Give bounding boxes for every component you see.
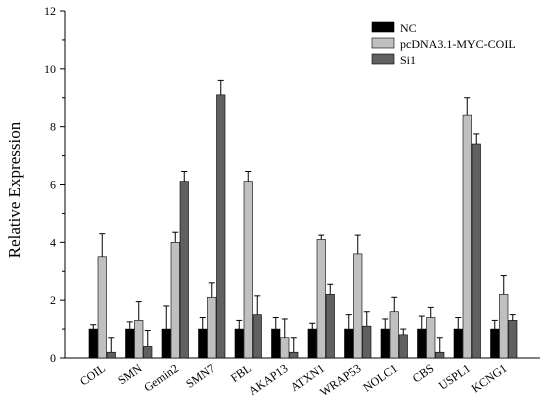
bar bbox=[243, 181, 253, 359]
bar bbox=[207, 296, 217, 359]
legend-label: Si1 bbox=[400, 53, 416, 67]
x-tick-label: KCNG1 bbox=[469, 361, 510, 395]
bar bbox=[417, 328, 427, 359]
bar bbox=[106, 351, 116, 359]
x-tick-label: COIL bbox=[77, 361, 108, 389]
y-axis-label: Relative Expression bbox=[5, 121, 24, 258]
x-tick-label: USPL1 bbox=[436, 361, 473, 393]
bar bbox=[462, 114, 472, 359]
y-tick-label: 0 bbox=[50, 351, 56, 365]
error-bars bbox=[90, 79, 516, 353]
x-tick-label: CBS bbox=[410, 361, 437, 385]
bar bbox=[389, 311, 399, 359]
bar bbox=[125, 328, 135, 359]
bar bbox=[508, 320, 518, 359]
bar bbox=[499, 294, 509, 359]
bar bbox=[426, 317, 436, 359]
x-tick-label: FBL bbox=[228, 361, 254, 385]
y-tick-label: 4 bbox=[50, 235, 56, 249]
legend-swatch bbox=[371, 21, 395, 33]
x-tick-label: WRAP53 bbox=[317, 361, 363, 399]
x-tick-label: AKAP13 bbox=[246, 361, 291, 398]
bar bbox=[471, 143, 481, 359]
bar bbox=[380, 328, 390, 359]
legend-label: pcDNA3.1-MYC-COIL bbox=[400, 37, 516, 51]
bar bbox=[234, 328, 244, 359]
bar bbox=[453, 328, 463, 359]
bar bbox=[398, 334, 408, 359]
bar bbox=[280, 337, 290, 359]
bar bbox=[271, 328, 281, 359]
y-tick-label: 2 bbox=[50, 293, 56, 307]
bar bbox=[134, 320, 144, 359]
bar bbox=[97, 256, 107, 359]
y-tick-label: 10 bbox=[44, 62, 56, 76]
bar bbox=[325, 294, 335, 359]
legend: NC pcDNA3.1-MYC-COIL Si1 bbox=[371, 21, 516, 67]
legend-swatch bbox=[371, 37, 395, 49]
bar bbox=[216, 94, 226, 359]
bars bbox=[88, 94, 518, 359]
bar bbox=[316, 239, 326, 359]
bar bbox=[289, 351, 299, 359]
bar bbox=[88, 328, 98, 359]
bar bbox=[170, 242, 180, 359]
bar bbox=[252, 314, 262, 359]
bar bbox=[353, 253, 363, 359]
x-tick-label: Gemin2 bbox=[141, 361, 181, 395]
legend-swatch bbox=[371, 53, 395, 65]
bar bbox=[179, 181, 189, 359]
x-tick-label: SMN7 bbox=[183, 361, 217, 391]
y-tick-label: 6 bbox=[50, 178, 56, 192]
bar bbox=[161, 328, 171, 359]
bar bbox=[435, 351, 445, 359]
y-tick-label: 8 bbox=[50, 120, 56, 134]
bar bbox=[362, 325, 372, 359]
y-tick-label: 12 bbox=[44, 4, 56, 18]
bar bbox=[198, 328, 208, 359]
bar bbox=[490, 328, 500, 359]
bar bbox=[307, 328, 317, 359]
x-tick-label: NOLC1 bbox=[360, 361, 400, 395]
bar bbox=[143, 346, 153, 359]
bar bbox=[344, 328, 354, 359]
legend-label: NC bbox=[400, 21, 417, 35]
